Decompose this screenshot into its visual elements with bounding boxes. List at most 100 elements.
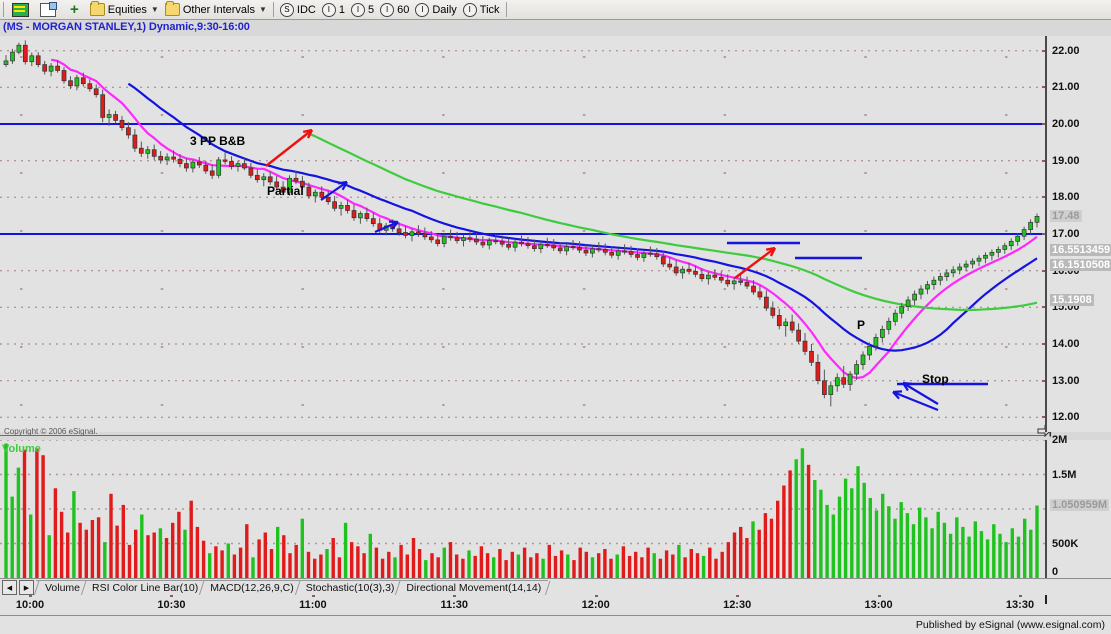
time-axis[interactable]: 10:00 10:30 11:00 11:30 12:00 12:30 13:00 13:30 [0, 595, 1111, 615]
current-volume-badge: 1.050959M [1050, 499, 1110, 512]
chart-annotation-p: P [857, 318, 866, 332]
price-chart-panel[interactable] [0, 36, 1045, 432]
price-plot [0, 40, 1045, 419]
panel-divider [0, 435, 1045, 436]
volume-axis-label: 2M [1052, 434, 1068, 446]
copyright-notice: Copyright © 2006 eSignal. [4, 427, 98, 436]
axis-tick [1042, 306, 1045, 309]
tab-volume[interactable]: Volume [36, 579, 88, 596]
price-axis-label: 19.00 [1052, 154, 1080, 167]
properties-button[interactable] [34, 1, 62, 18]
interval-badge-icon: I [415, 2, 430, 17]
other-intervals-label: Other Intervals [182, 3, 255, 16]
interval-tick-button[interactable]: I Tick [460, 1, 503, 18]
add-button[interactable]: + [62, 1, 87, 18]
indicator-tab-bar: ◀ ▶ Volume RSI Color Line Bar(10) MACD(1… [0, 578, 1111, 596]
interval-1-label: 1 [338, 3, 345, 16]
interval-badge-icon: I [380, 2, 395, 17]
tab-directional-movement[interactable]: Directional Movement(14,14) [397, 579, 549, 596]
chevron-down-icon: ▼ [258, 4, 267, 14]
tab-directional-movement-label: Directional Movement(14,14) [406, 582, 542, 594]
price-axis-label: 22.00 [1052, 44, 1080, 57]
interval-60-button[interactable]: I 60 [377, 1, 412, 18]
price-axis-label: 21.00 [1052, 81, 1080, 94]
price-axis-label: 20.00 [1052, 118, 1080, 130]
price-axis-label: 12.00 [1052, 411, 1080, 424]
folder-icon [89, 1, 105, 16]
equities-menu[interactable]: Equities ▼ [87, 1, 162, 18]
axis-tick [1042, 196, 1045, 199]
interval-idc-label: IDC [296, 3, 316, 16]
chart-annotation-partial: Partial [267, 184, 304, 198]
volume-plot [0, 440, 1045, 578]
interval-badge-icon: I [321, 2, 336, 17]
volume-axis[interactable]: 2M 1.5M 500K 0 1.050959M [1045, 434, 1111, 578]
axis-tick [29, 595, 32, 597]
chart-title: (MS - MORGAN STANLEY,1) Dynamic,9:30-16:… [3, 21, 250, 33]
price-axis-label: 13.00 [1052, 374, 1080, 387]
interval-tick-label: Tick [479, 3, 500, 16]
other-intervals-menu[interactable]: Other Intervals ▼ [162, 1, 270, 18]
tab-stochastic[interactable]: Stochastic(10(3),3) [296, 579, 402, 596]
interval-1-button[interactable]: I 1 [319, 1, 348, 18]
axis-tick [1042, 233, 1045, 235]
axis-tick [1042, 86, 1045, 89]
axis-tick [170, 595, 174, 597]
time-axis-label: 13:30 [1005, 599, 1035, 611]
plus-icon: + [70, 0, 79, 18]
axis-tick [1042, 123, 1045, 125]
time-axis-label: 10:00 [15, 599, 45, 611]
axis-tick [594, 595, 598, 597]
interval-daily-label: Daily [432, 3, 457, 16]
properties-icon [40, 1, 57, 17]
axis-tick [453, 595, 457, 597]
axis-tick [1042, 416, 1045, 419]
footer-attribution: Published by eSignal (www.esignal.com) [915, 619, 1105, 631]
interval-badge-icon: I [350, 2, 365, 17]
volume-axis-label: 0 [1052, 566, 1059, 578]
footer-bar: Published by eSignal (www.esignal.com) [0, 615, 1111, 634]
tab-scroll-right-button[interactable]: ▶ [19, 580, 34, 595]
time-axis-label: 12:30 [723, 599, 752, 611]
axis-tick [1042, 269, 1045, 272]
tab-macd-label: MACD(12,26,9,C) [210, 582, 294, 594]
volume-panel-label: Volume [2, 443, 41, 455]
tab-volume-label: Volume [45, 582, 81, 594]
interval-5-button[interactable]: I 5 [348, 1, 377, 18]
interval-60-label: 60 [397, 3, 410, 16]
axis-tick [1042, 159, 1045, 162]
price-axis[interactable]: 22.0021.0020.0019.0018.0017.0016.0015.00… [1042, 36, 1111, 432]
source-badge-icon: S [279, 2, 294, 17]
equities-menu-label: Equities [107, 3, 147, 16]
interval-5-label: 5 [367, 3, 375, 16]
tab-rsi[interactable]: RSI Color Line Bar(10) [83, 579, 206, 596]
axis-tick [1042, 343, 1045, 345]
axis-tick [1042, 49, 1045, 52]
price-axis-label: 14.00 [1052, 338, 1080, 350]
volume-axis-label: 1.5M [1052, 468, 1077, 481]
chart-icon-button[interactable] [7, 1, 34, 18]
indicator-value-badge: 16.5513459 [1050, 244, 1111, 257]
axis-tick [736, 595, 740, 597]
tab-macd[interactable]: MACD(12,26,9,C) [201, 579, 301, 596]
interval-idc-button[interactable]: S IDC [277, 1, 319, 18]
volume-axis-label: 500K [1052, 537, 1079, 550]
main-toolbar: + Equities ▼ Other Intervals ▼ S IDC I 1… [0, 0, 1111, 20]
axis-tick [311, 595, 315, 597]
time-axis-label: 12:00 [581, 599, 610, 611]
chevron-down-icon: ▼ [150, 4, 159, 14]
interval-badge-icon: I [462, 2, 477, 17]
chart-annotation-stop: Stop [922, 372, 949, 386]
time-axis-label: 11:00 [299, 599, 327, 611]
time-axis-label: 13:00 [864, 599, 893, 611]
time-axis-label: 11:30 [440, 599, 469, 611]
tab-scroll-left-button[interactable]: ◀ [2, 580, 17, 595]
interval-daily-button[interactable]: I Daily [412, 1, 459, 18]
price-axis-label: 17.00 [1052, 228, 1080, 240]
tab-stochastic-label: Stochastic(10(3),3) [305, 582, 395, 594]
time-axis-label: 10:30 [157, 599, 186, 611]
chart-annotation-3-pp-b-b: 3 PP B&B [190, 134, 246, 148]
price-axis-label: 18.00 [1052, 191, 1080, 204]
volume-chart-panel[interactable] [0, 440, 1045, 578]
